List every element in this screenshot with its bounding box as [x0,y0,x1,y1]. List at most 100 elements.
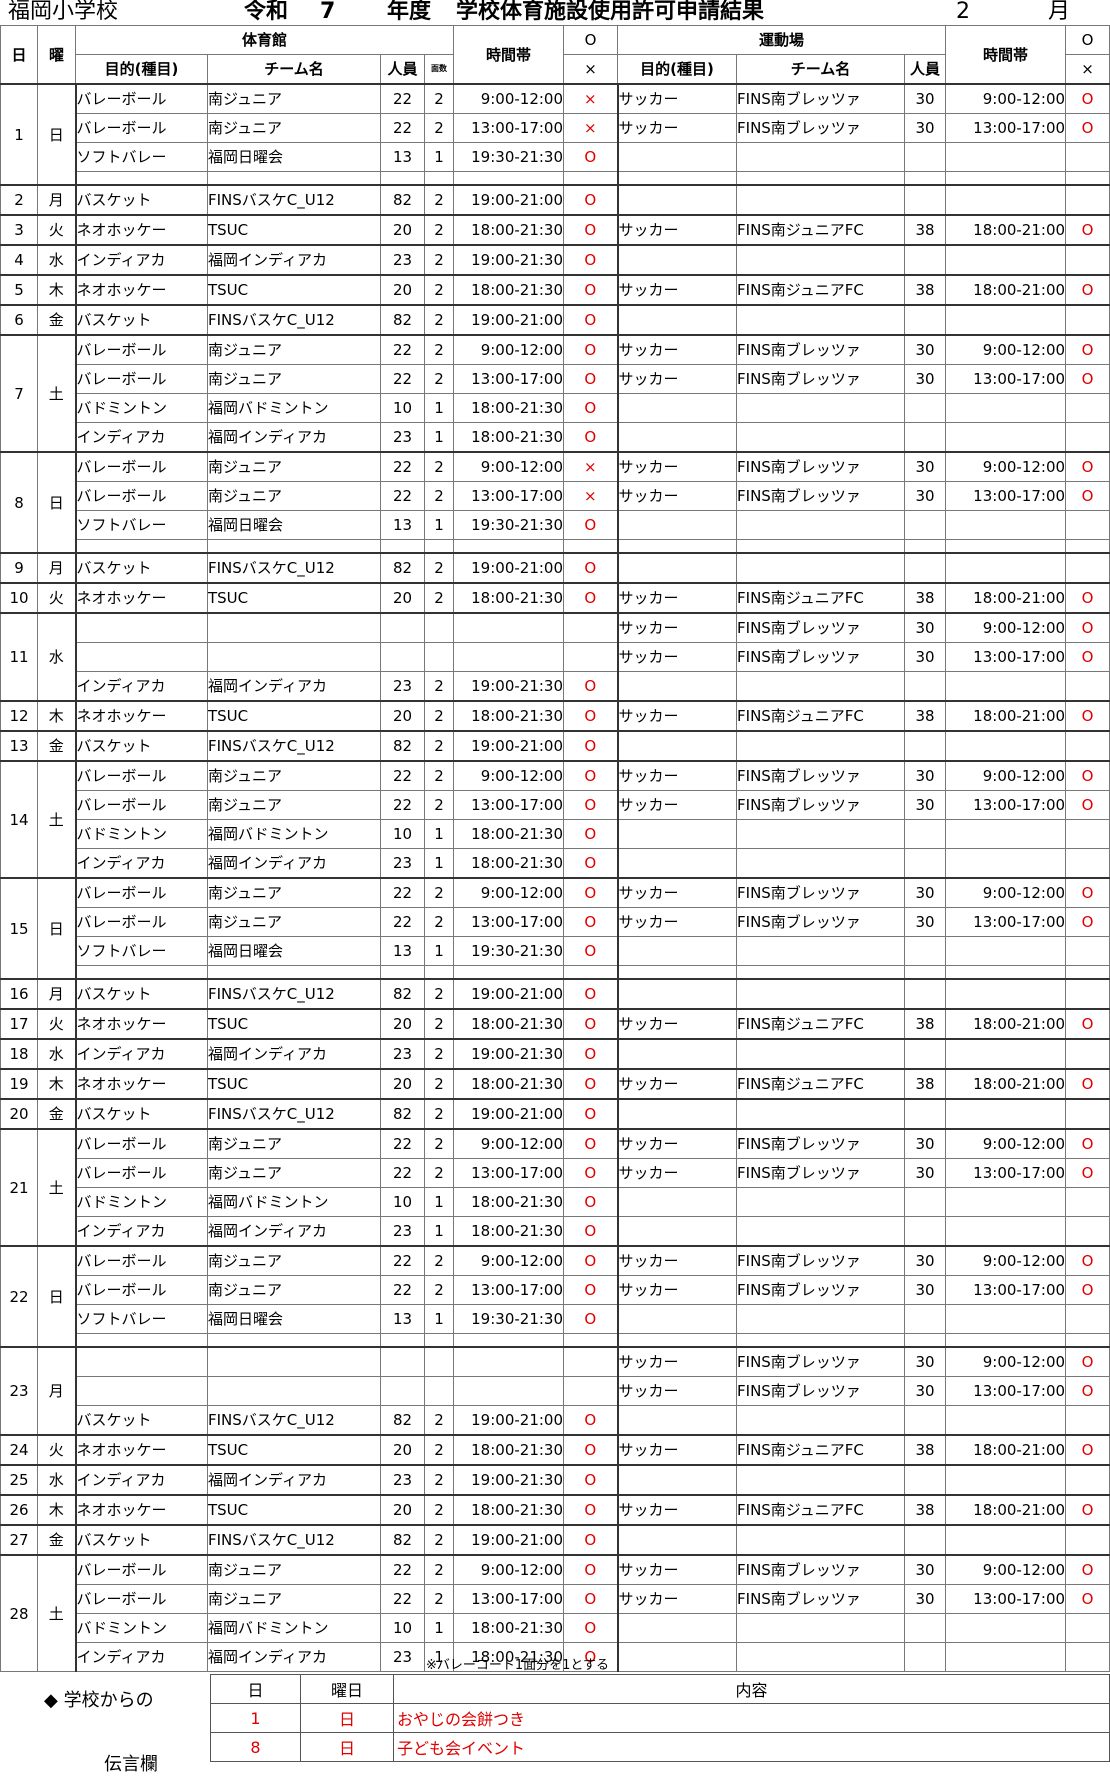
header-gym-ok: O [563,25,619,55]
gym-courts: 2 [423,334,455,365]
gym-result: O [563,1584,619,1614]
gym-purpose: バレーボール [74,113,208,143]
field-purpose: サッカー [616,700,738,732]
field-time: 13:00-17:00 [945,1584,1067,1614]
table-row: バレーボール 南ジュニア 22 2 13:00-17:00 O サッカー FINS南ブレッツァ… [1,1584,1110,1614]
header-gym-courts: 面数 [423,54,455,85]
field-people: 30 [904,481,947,511]
gym-result [563,1346,619,1377]
gym-people: 20 [380,700,425,732]
field-time [945,819,1067,849]
gym-team: 南ジュニア [207,451,381,482]
memo-row-content: おやじの会餅つき [393,1703,1110,1733]
gym-courts: 2 [423,877,455,908]
gym-result: O [563,364,619,394]
field-result: O [1065,1584,1110,1614]
gym-result: O [563,1494,619,1526]
gym-purpose: ネオホッケー [74,214,208,246]
field-result [1065,730,1110,762]
field-result: O [1065,1376,1110,1406]
gym-time: 18:00-21:30 [453,274,565,306]
gym-courts: 2 [423,730,455,762]
gym-team: 福岡日曜会 [207,1304,381,1334]
gym-purpose: バドミントン [74,1613,208,1643]
gym-team: 南ジュニア [207,877,381,908]
gym-team: 福岡バドミントン [207,393,381,423]
gym-team: 福岡バドミントン [207,819,381,849]
gym-courts: 2 [423,113,455,143]
table-row: 24 火ネオホッケー TSUC 20 2 18:00-21:30 O サッカー FINS南ジュニ… [0,1434,1110,1466]
gym-people [380,1346,425,1377]
gym-result: O [563,700,619,732]
field-purpose: サッカー [616,1245,738,1276]
field-time [945,393,1067,423]
field-result [1065,965,1110,980]
field-team [736,936,906,966]
field-time: 9:00-12:00 [945,334,1067,365]
day-number: 22 [0,1245,38,1348]
gym-team: 南ジュニア [207,83,381,114]
field-result: O [1065,451,1110,482]
field-time [945,965,1067,980]
field-purpose: サッカー [616,83,738,114]
gym-time: 19:00-21:00 [453,730,565,762]
field-time: 13:00-17:00 [945,481,1067,511]
gym-courts: 2 [423,214,455,246]
field-people: 38 [904,1008,947,1040]
gym-people: 23 [380,671,425,702]
gym-result: O [563,1128,619,1159]
field-result [1065,1038,1110,1070]
day-number: 4 [0,244,38,276]
day-of-week: 火 [37,214,76,246]
gym-people: 22 [380,877,425,908]
header-field-ng: × [1065,54,1110,85]
gym-team: FINSバスケC_U12 [207,552,381,584]
field-people [904,1405,947,1436]
gym-people: 13 [380,936,425,966]
gym-purpose: バレーボール [74,760,208,791]
gym-courts [423,612,455,643]
gym-result: O [563,1158,619,1188]
day-number: 12 [0,700,38,732]
gym-purpose: ネオホッケー [74,1008,208,1040]
gym-time: 18:00-21:30 [453,582,565,614]
gym-people: 23 [380,1216,425,1247]
field-result: O [1065,1346,1110,1377]
gym-result: O [563,1464,619,1496]
field-people [904,539,947,554]
field-purpose: サッカー [616,1275,738,1305]
field-purpose: サッカー [616,582,738,614]
field-time: 13:00-17:00 [945,790,1067,820]
field-time: 13:00-17:00 [945,1158,1067,1188]
field-purpose: サッカー [616,451,738,482]
table-row: バレーボール 南ジュニア 22 2 13:00-17:00 O サッカー FINS南ブレッツァ… [1,907,1110,937]
field-people [904,1098,947,1130]
field-time [945,1524,1067,1556]
table-row: 21 土バレーボール 南ジュニア 22 2 9:00-12:00 O サッカー FINS南ブレッ… [0,1128,1110,1247]
field-team [736,304,906,336]
gym-courts: 2 [423,1275,455,1305]
gym-time: 19:00-21:00 [453,1405,565,1436]
field-people: 30 [904,877,947,908]
gym-purpose: バレーボール [74,364,208,394]
day-number: 27 [0,1524,38,1556]
field-people: 38 [904,1494,947,1526]
field-result [1065,539,1110,554]
day-number: 16 [0,978,38,1010]
field-team [736,171,906,186]
field-people: 30 [904,334,947,365]
field-team [736,1464,906,1496]
gym-result: O [563,760,619,791]
field-result: O [1065,1554,1110,1585]
gym-result: O [563,304,619,336]
field-result [1065,304,1110,336]
day-number: 7 [0,334,38,453]
field-purpose [616,393,738,423]
field-time: 9:00-12:00 [945,1554,1067,1585]
gym-people: 10 [380,1187,425,1217]
gym-team: 南ジュニア [207,481,381,511]
year-number: 7 [320,0,336,24]
header-field-ok: O [1065,25,1110,55]
field-result: O [1065,700,1110,732]
field-team: FINS南ジュニアFC [736,582,906,614]
